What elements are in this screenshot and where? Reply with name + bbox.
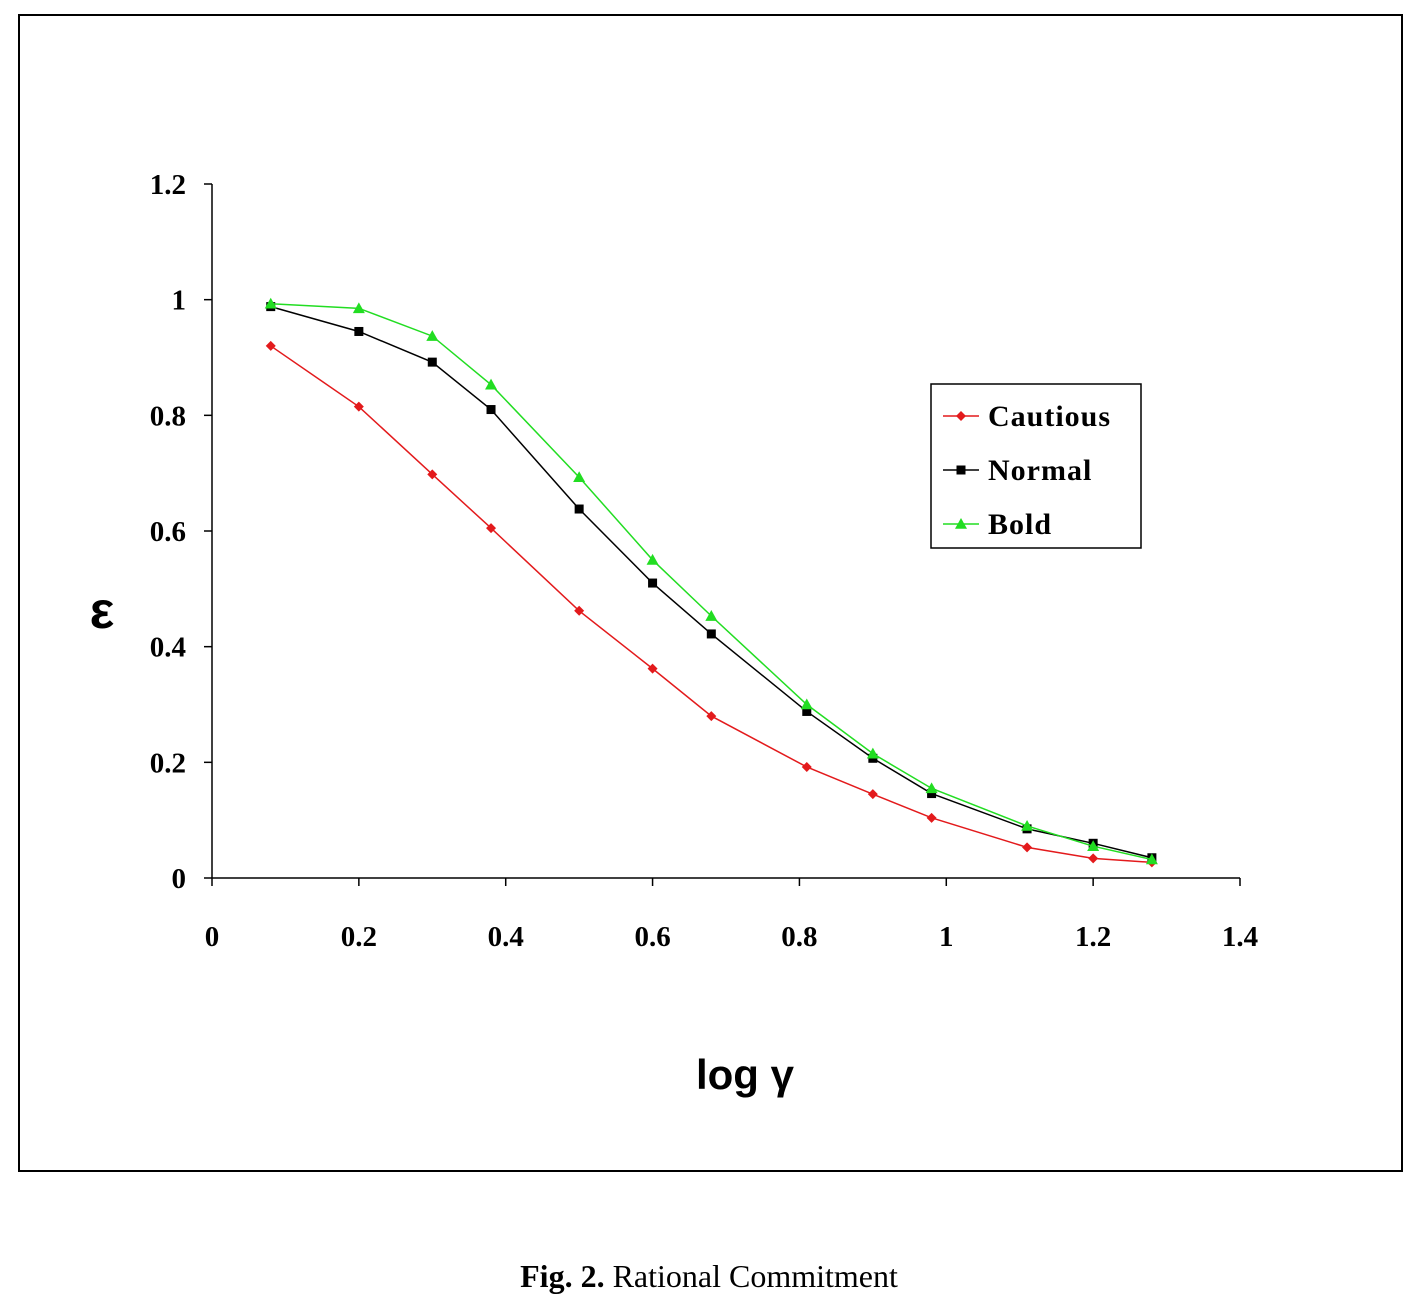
data-point-cautious xyxy=(574,605,585,616)
legend-label-cautious: Cautious xyxy=(988,400,1111,433)
x-tick-label: 0.4 xyxy=(488,921,524,953)
data-point-cautious xyxy=(353,401,364,412)
data-point-normal xyxy=(427,357,437,367)
data-point-bold xyxy=(485,378,498,390)
legend: Cautious Normal Bold xyxy=(930,383,1142,549)
y-tick-label: 0.2 xyxy=(150,747,186,779)
data-point-bold xyxy=(800,698,813,710)
data-point-bold xyxy=(573,471,586,483)
data-point-bold xyxy=(426,330,439,341)
y-axis-title: ε xyxy=(90,582,115,640)
y-tick-label: 0 xyxy=(172,863,187,895)
line-chart: 0 0.2 0.4 0.6 0.8 1 1.2 0 0.2 0.4 0.6 0.8 1 1.2 1.4 log… xyxy=(90,169,1258,1098)
data-point-bold xyxy=(646,553,659,565)
data-point-bold xyxy=(705,610,718,621)
data-point-normal xyxy=(802,706,812,716)
data-point-normal xyxy=(648,578,658,588)
x-tick-label: 0 xyxy=(205,921,220,953)
data-point-bold xyxy=(264,297,277,309)
y-tick-label: 0.8 xyxy=(150,400,186,432)
series-layer xyxy=(264,297,1158,868)
chart-frame: 0 0.2 0.4 0.6 0.8 1 1.2 0 0.2 0.4 0.6 0.8 1 1.2 1.4 log… xyxy=(18,14,1403,1172)
data-point-bold xyxy=(1021,819,1034,831)
data-point-normal xyxy=(486,405,496,415)
x-tick-label: 1.2 xyxy=(1075,921,1111,953)
data-point-normal xyxy=(574,504,584,514)
data-point-cautious xyxy=(486,523,497,534)
data-point-cautious xyxy=(265,340,276,351)
x-tick-label: 0.6 xyxy=(634,921,670,953)
x-tick-label: 1.4 xyxy=(1222,921,1258,953)
x-axis-title: log γ xyxy=(696,1051,795,1098)
y-tick-label: 1 xyxy=(172,285,187,317)
data-point-normal xyxy=(354,326,364,336)
figure-caption: Fig. 2. Rational Commitment xyxy=(0,1258,1418,1295)
data-point-bold xyxy=(1145,853,1158,865)
axes: 0 0.2 0.4 0.6 0.8 1 1.2 0 0.2 0.4 0.6 0.8 1 1.2 1.4 log… xyxy=(90,169,1258,1098)
data-point-cautious xyxy=(1022,842,1033,853)
legend-label-bold: Bold xyxy=(988,508,1052,541)
legend-marker-normal xyxy=(956,465,966,475)
data-point-cautious xyxy=(647,663,658,674)
legend-marker-cautious xyxy=(956,411,966,421)
legend-box xyxy=(930,383,1142,549)
x-tick-label: 1 xyxy=(939,921,954,953)
data-point-bold xyxy=(1087,840,1100,851)
legend-label-normal: Normal xyxy=(988,454,1092,487)
x-tick-label: 0.2 xyxy=(341,921,377,953)
data-point-cautious xyxy=(706,711,717,722)
y-tick-label: 0.6 xyxy=(150,516,186,548)
data-point-normal xyxy=(706,629,716,639)
legend-marker-bold xyxy=(955,518,967,529)
data-point-cautious xyxy=(427,469,438,480)
caption-label: Fig. 2. xyxy=(520,1258,605,1294)
caption-text: Rational Commitment xyxy=(604,1258,898,1294)
y-tick-label: 1.2 xyxy=(150,169,186,201)
data-point-bold xyxy=(866,747,879,759)
y-tick-label: 0.4 xyxy=(150,632,186,664)
data-point-cautious xyxy=(867,789,878,800)
data-point-cautious xyxy=(926,812,937,823)
data-point-normal xyxy=(927,789,937,799)
data-point-cautious xyxy=(801,761,812,772)
data-point-bold xyxy=(925,782,938,794)
series-bold xyxy=(264,297,1158,865)
x-tick-label: 0.8 xyxy=(781,921,817,953)
data-point-cautious xyxy=(1088,853,1099,864)
data-point-bold xyxy=(352,302,365,314)
